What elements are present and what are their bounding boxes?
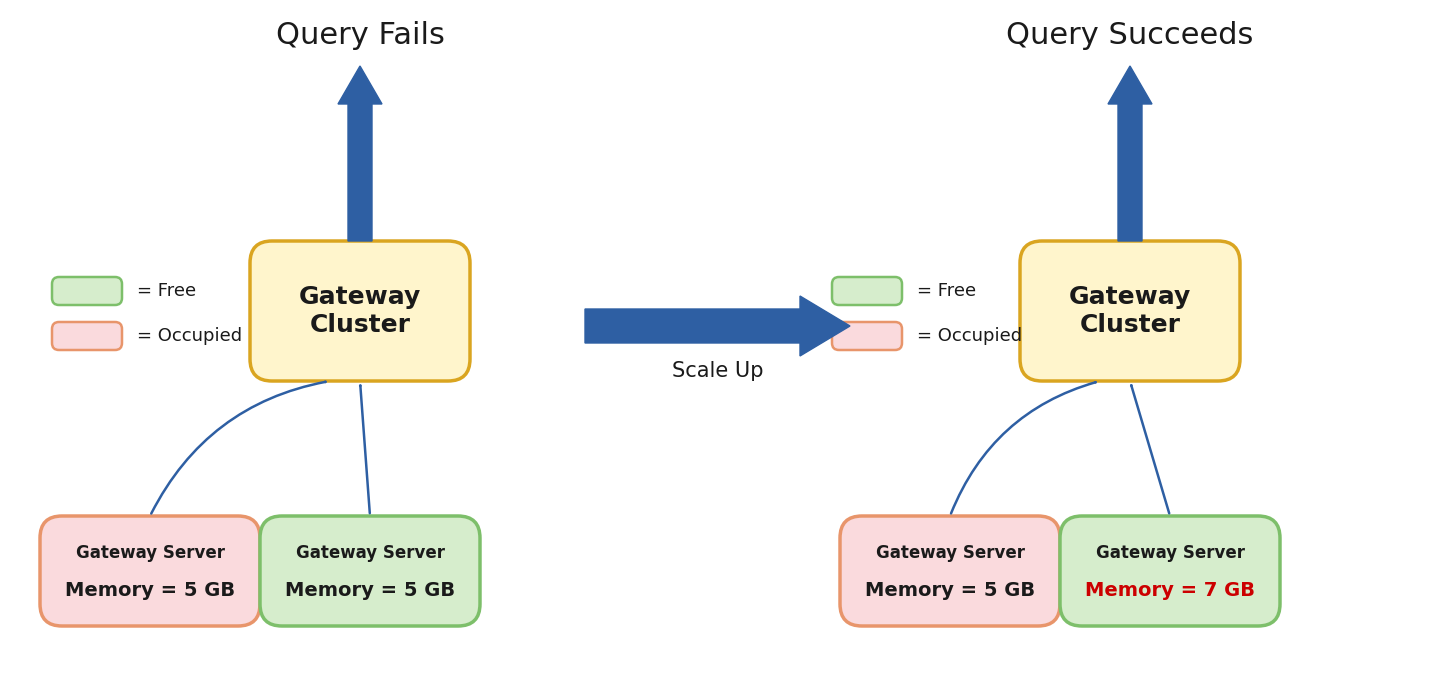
- Text: Gateway
Cluster: Gateway Cluster: [299, 285, 421, 337]
- FancyBboxPatch shape: [831, 322, 902, 350]
- FancyBboxPatch shape: [1060, 516, 1279, 626]
- FancyBboxPatch shape: [40, 516, 260, 626]
- FancyArrowPatch shape: [1132, 385, 1169, 513]
- Text: Query Succeeds: Query Succeeds: [1007, 22, 1254, 50]
- Text: Gateway
Cluster: Gateway Cluster: [1068, 285, 1190, 337]
- FancyBboxPatch shape: [52, 277, 122, 305]
- Text: Query Fails: Query Fails: [276, 22, 444, 50]
- Text: Memory = 5 GB: Memory = 5 GB: [284, 582, 455, 601]
- Text: Gateway Server: Gateway Server: [76, 544, 224, 562]
- Text: Gateway Server: Gateway Server: [876, 544, 1024, 562]
- Text: Memory = 5 GB: Memory = 5 GB: [65, 582, 236, 601]
- FancyBboxPatch shape: [1020, 241, 1241, 381]
- Text: Scale Up: Scale Up: [672, 361, 764, 381]
- Text: = Free: = Free: [136, 282, 197, 300]
- Text: Memory = 5 GB: Memory = 5 GB: [864, 582, 1035, 601]
- Text: Memory = 7 GB: Memory = 7 GB: [1086, 582, 1255, 601]
- FancyBboxPatch shape: [840, 516, 1060, 626]
- Text: = Occupied: = Occupied: [918, 327, 1022, 345]
- FancyArrowPatch shape: [151, 381, 326, 513]
- Polygon shape: [337, 66, 382, 241]
- Text: Gateway Server: Gateway Server: [1096, 544, 1245, 562]
- Text: = Occupied: = Occupied: [136, 327, 243, 345]
- Polygon shape: [584, 296, 850, 356]
- FancyBboxPatch shape: [52, 322, 122, 350]
- FancyArrowPatch shape: [360, 385, 370, 513]
- FancyArrowPatch shape: [951, 382, 1096, 513]
- Polygon shape: [1109, 66, 1152, 241]
- Text: = Free: = Free: [918, 282, 976, 300]
- Text: Gateway Server: Gateway Server: [296, 544, 445, 562]
- FancyBboxPatch shape: [831, 277, 902, 305]
- FancyBboxPatch shape: [250, 241, 470, 381]
- FancyBboxPatch shape: [260, 516, 480, 626]
